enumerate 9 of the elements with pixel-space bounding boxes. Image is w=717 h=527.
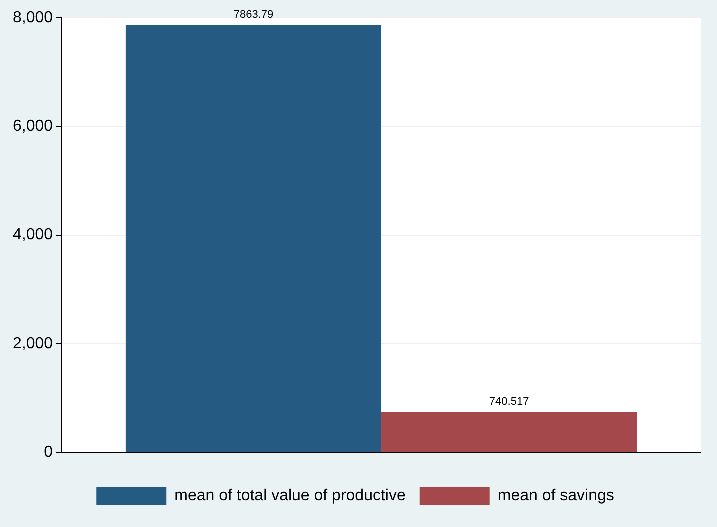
y-tick-label: 8,000 [12, 9, 54, 26]
legend-label: mean of total value of productive [174, 487, 406, 504]
y-tick-label: 2,000 [12, 335, 54, 352]
data-label: 740.517 [489, 396, 530, 408]
y-tick-label: 6,000 [12, 118, 54, 136]
y-tick-label: 4,000 [12, 226, 54, 244]
data-label: 7863.79 [234, 8, 274, 21]
legend-label: mean of savings [498, 487, 614, 504]
y-tick-label: 0 [44, 444, 54, 462]
